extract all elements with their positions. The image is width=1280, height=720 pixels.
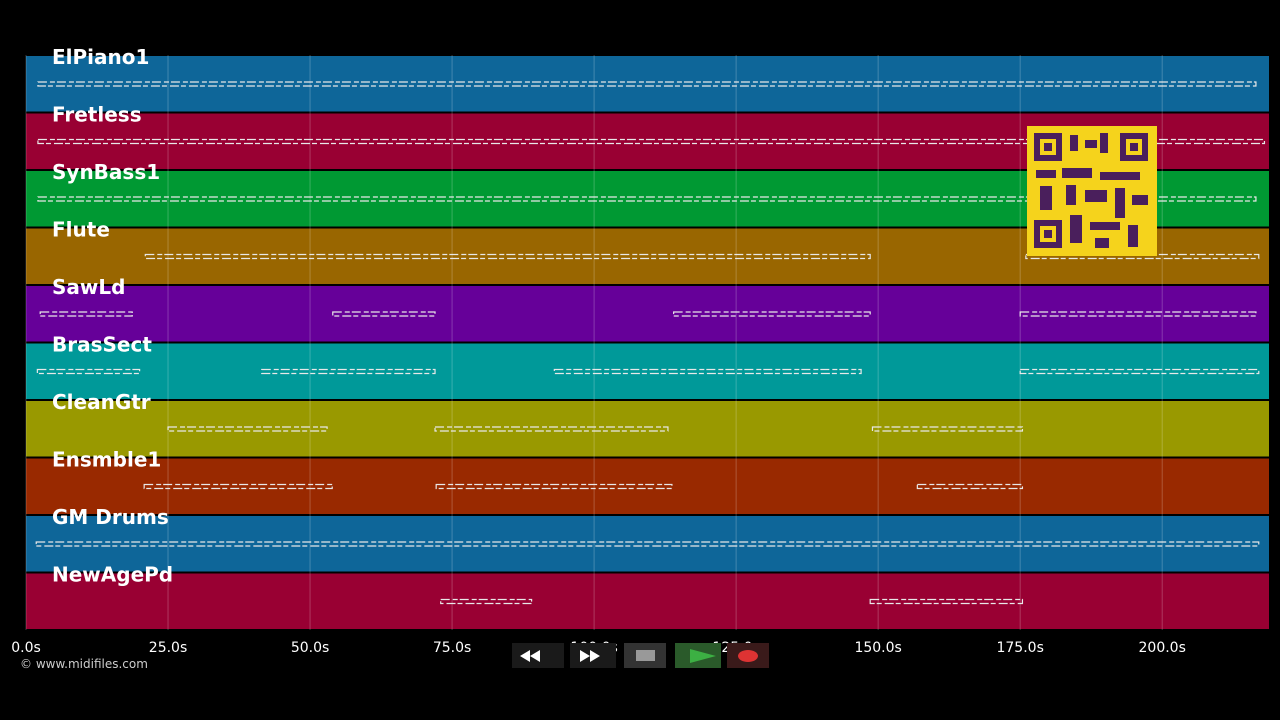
note-region [916, 483, 1024, 490]
track-lane [26, 573, 1269, 629]
note-region [1019, 368, 1260, 375]
note-region [553, 368, 862, 375]
note-region [39, 311, 133, 317]
x-tick-label: 200.0s [1139, 640, 1186, 656]
track-name: Flute [52, 218, 110, 242]
note-region [440, 598, 533, 605]
track-lane [26, 56, 1269, 112]
note-region [37, 196, 1257, 202]
track-name: SynBass1 [52, 160, 160, 184]
rewind-icon [520, 650, 540, 662]
x-tick-label: 50.0s [291, 640, 329, 656]
x-tick-label: 25.0s [149, 640, 187, 656]
note-region [869, 598, 1024, 605]
labels: ElPiano1 Fretless SynBass1 Flute SawLd BrasSe… [52, 45, 173, 587]
track-lane [26, 286, 1269, 342]
track-lane [26, 401, 1269, 457]
note-region [871, 426, 1024, 432]
track-name: Ensmble1 [52, 448, 161, 472]
track-name: GM Drums [52, 505, 169, 529]
note-region [144, 253, 871, 260]
track-name: Fretless [52, 103, 142, 127]
notes [35, 81, 1266, 605]
track-name: BrasSect [52, 333, 152, 357]
track-lane [26, 458, 1269, 514]
track-name: ElPiano1 [52, 45, 149, 69]
note-region [35, 541, 1260, 547]
qr-code [1027, 126, 1157, 256]
x-tick-label: 150.0s [854, 640, 901, 656]
credit: © www.midifiles.com [20, 657, 148, 671]
stop-icon [636, 650, 655, 661]
x-tick-label: 175.0s [996, 640, 1043, 656]
track-name: CleanGtr [52, 390, 151, 414]
track-name: NewAgePd [52, 563, 173, 587]
play-icon [690, 649, 716, 663]
note-region [167, 426, 328, 432]
note-region [435, 483, 673, 490]
track-lane [26, 343, 1269, 399]
note-region [36, 368, 141, 375]
note-region [1019, 311, 1257, 317]
track-lane [26, 516, 1269, 572]
note-region [37, 138, 1266, 145]
note-region [261, 368, 436, 375]
x-tick-label: 75.0s [433, 640, 471, 656]
note-region [143, 483, 333, 490]
x-tick-label: 0.0s [11, 640, 41, 656]
note-region [332, 311, 436, 317]
record-icon [738, 650, 758, 662]
note-region [434, 426, 669, 432]
forward-icon [580, 650, 600, 662]
transport-controls [512, 643, 769, 668]
note-region [673, 311, 871, 317]
track-name: SawLd [52, 275, 125, 299]
note-region [37, 81, 1257, 87]
